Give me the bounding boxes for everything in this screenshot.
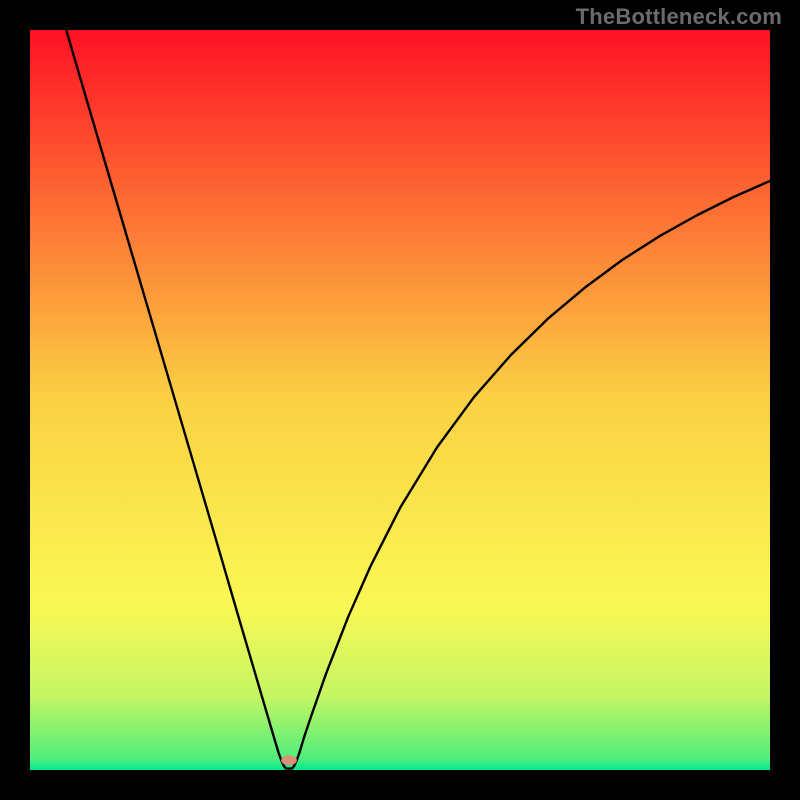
chart-frame: TheBottleneck.com [0, 0, 800, 800]
bottleneck-chart [30, 30, 770, 770]
optimal-marker [281, 755, 297, 765]
watermark-label: TheBottleneck.com [576, 4, 782, 30]
plot-background [30, 30, 770, 770]
